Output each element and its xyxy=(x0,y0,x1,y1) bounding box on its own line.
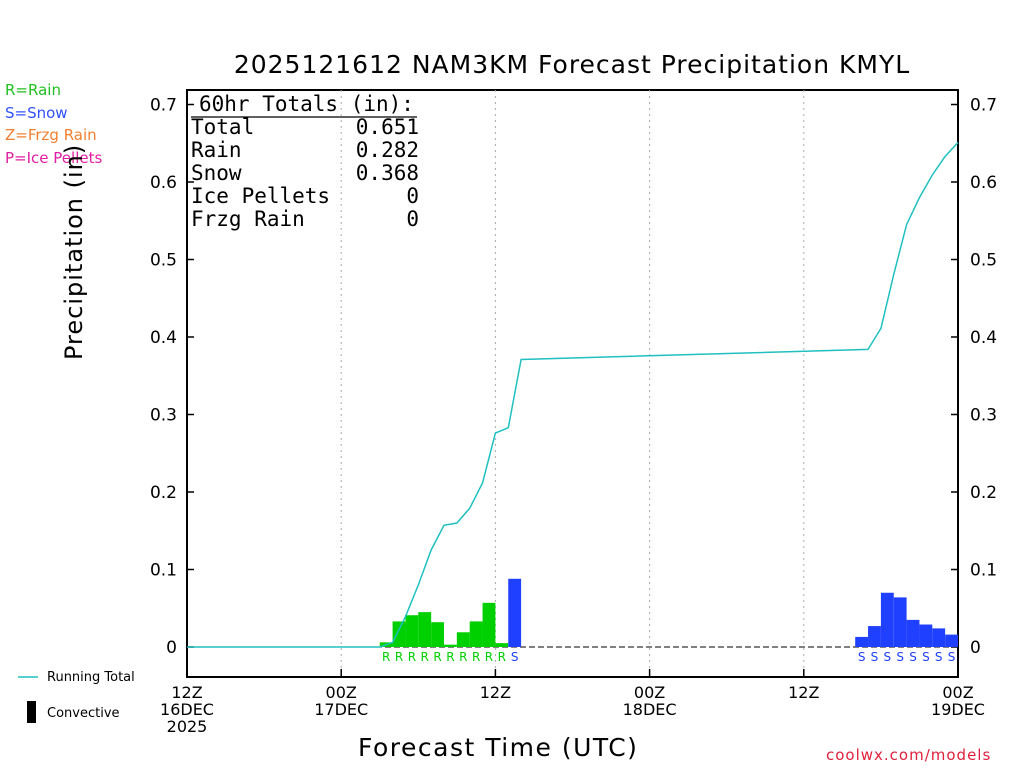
y-tick-label-left: 0.4 xyxy=(150,328,177,348)
precip-bar xyxy=(469,621,483,647)
totals-header: 60hr Totals (in): xyxy=(199,92,414,116)
y-tick-label-left: 0.1 xyxy=(150,561,177,581)
y-tick-label-left: 0.6 xyxy=(150,173,177,193)
ptype-marker: R xyxy=(408,650,416,664)
y-tick-label-left: 0 xyxy=(166,638,177,658)
legend-ice-pellets: P=Ice Pellets xyxy=(5,149,103,167)
y-tick-label-right: 0 xyxy=(970,638,981,658)
ptype-marker: R xyxy=(395,650,403,664)
x-tick-year: 2025 xyxy=(167,717,208,736)
credit-link[interactable]: coolwx.com/models xyxy=(826,746,992,764)
ptype-marker: S xyxy=(511,650,519,664)
totals-row: Rain 0.282 xyxy=(191,139,419,162)
totals-row-label: Snow xyxy=(191,161,242,185)
ptype-marker: R xyxy=(382,650,390,664)
ptype-marker: S xyxy=(884,650,892,664)
ptype-marker: S xyxy=(909,650,917,664)
x-tick-label: 00Z xyxy=(634,683,665,702)
ptype-marker: R xyxy=(421,650,429,664)
y-tick-label-right: 0.2 xyxy=(970,483,997,503)
totals-row-value: 0 xyxy=(406,207,419,231)
ptype-marker: S xyxy=(871,650,879,664)
precip-bar xyxy=(431,622,444,647)
precip-bar xyxy=(444,644,457,647)
legend-rain: R=Rain xyxy=(5,81,61,99)
x-tick-date: 18DEC xyxy=(623,700,677,719)
totals-row: Frzg Rain 0 xyxy=(191,208,419,231)
ptype-marker: R xyxy=(459,650,467,664)
totals-row-value: 0.651 xyxy=(355,115,419,139)
precip-bar xyxy=(495,643,509,647)
precip-bar xyxy=(880,592,894,647)
precip-bar xyxy=(418,612,432,647)
totals-row-label: Frzg Rain xyxy=(191,207,305,231)
totals-row-label: Ice Pellets xyxy=(191,184,331,208)
precip-bar xyxy=(392,621,406,647)
precip-bar xyxy=(906,619,920,647)
ptype-marker: R xyxy=(472,650,480,664)
precip-bar xyxy=(919,624,933,647)
ptype-marker: R xyxy=(433,650,441,664)
precip-bar xyxy=(405,615,419,647)
totals-row: Total 0.651 xyxy=(191,116,419,139)
legend-snow: S=Snow xyxy=(5,104,68,122)
y-tick-label-right: 0.5 xyxy=(970,251,997,271)
ptype-marker: S xyxy=(948,650,956,664)
convective-legend-swatch xyxy=(27,701,36,723)
x-tick-date: 16DEC xyxy=(160,700,214,719)
ptype-marker: R xyxy=(446,650,454,664)
y-tick-label-left: 0.3 xyxy=(150,406,177,426)
chart-title: 2025121612 NAM3KM Forecast Precipitation… xyxy=(233,50,911,79)
ptype-marker: S xyxy=(896,650,904,664)
y-tick-label-right: 0.1 xyxy=(970,561,997,581)
x-tick-label: 00Z xyxy=(942,683,973,702)
y-tick-label-left: 0.2 xyxy=(150,483,177,503)
y-tick-label-right: 0.7 xyxy=(970,96,997,116)
totals-row: Snow 0.368 xyxy=(191,162,419,185)
ptype-marker: S xyxy=(858,650,866,664)
totals-row-value: 0.282 xyxy=(355,138,419,162)
ptype-marker: S xyxy=(922,650,930,664)
x-tick-label: 12Z xyxy=(480,683,511,702)
x-tick-label: 00Z xyxy=(326,683,357,702)
precip-bar xyxy=(932,628,946,647)
precip-bar xyxy=(456,632,470,647)
ptype-marker: R xyxy=(498,650,506,664)
totals-row-label: Rain xyxy=(191,138,242,162)
plot-frame xyxy=(186,89,959,678)
convective-legend-label: Convective xyxy=(47,706,120,721)
precip-bar xyxy=(893,597,907,647)
precip-bar xyxy=(868,626,881,647)
y-tick-label-left: 0.5 xyxy=(150,251,177,271)
precip-bar xyxy=(508,578,522,647)
ptype-marker: S xyxy=(935,650,943,664)
x-tick-date: 19DEC xyxy=(931,700,985,719)
y-tick-label-right: 0.4 xyxy=(970,328,997,348)
totals-row-value: 0 xyxy=(406,184,419,208)
running-total-line xyxy=(187,141,959,648)
y-tick-label-right: 0.6 xyxy=(970,173,997,193)
totals-row-value: 0.368 xyxy=(355,161,419,185)
y-tick-label-right: 0.3 xyxy=(970,406,997,426)
totals-row: Ice Pellets 0 xyxy=(191,185,419,208)
x-tick-label: 12Z xyxy=(171,683,202,702)
precip-bar xyxy=(945,634,958,647)
totals-row-label: Total xyxy=(191,115,255,139)
x-tick-date: 17DEC xyxy=(314,700,368,719)
legend-frzg-rain: Z=Frzg Rain xyxy=(5,126,97,144)
ptype-marker: R xyxy=(485,650,493,664)
y-tick-label-left: 0.7 xyxy=(150,96,177,116)
running-total-legend-label: Running Total xyxy=(47,670,135,685)
running-total-legend-line xyxy=(18,676,38,678)
x-axis-label: Forecast Time (UTC) xyxy=(358,733,639,762)
totals-box: 60hr Totals (in): Total 0.651 Rain 0.282 Sno… xyxy=(191,93,419,231)
precip-bar xyxy=(855,636,869,647)
precip-bar xyxy=(482,602,496,647)
x-tick-label: 12Z xyxy=(788,683,819,702)
